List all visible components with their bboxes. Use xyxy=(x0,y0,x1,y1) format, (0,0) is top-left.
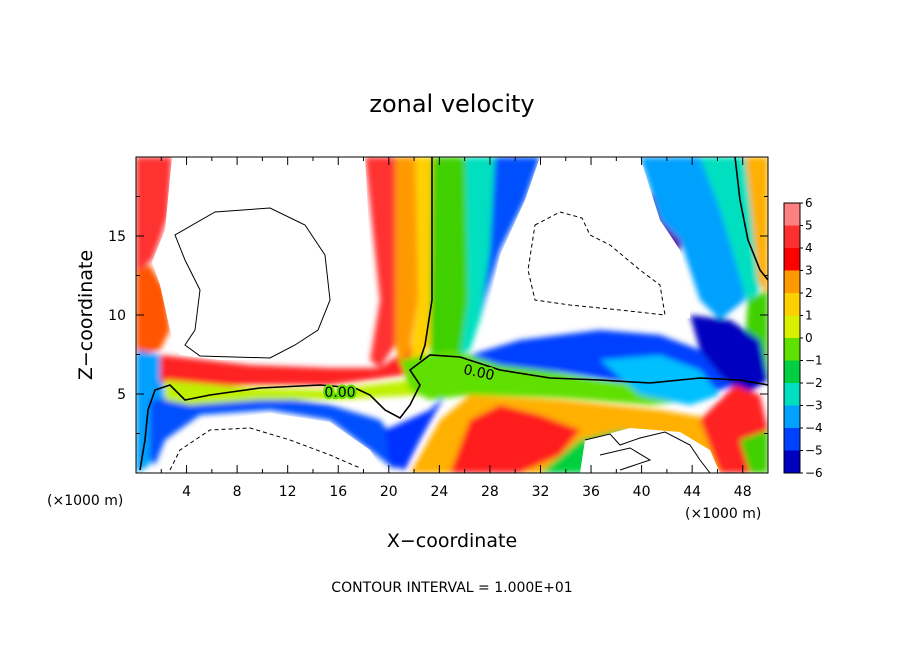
contour-negative-lower xyxy=(169,427,361,471)
chart-title: zonal velocity xyxy=(369,90,534,118)
field-column-yellow xyxy=(410,157,435,365)
colorbar-swatch xyxy=(784,203,800,226)
colorbar-label: 3 xyxy=(805,264,813,278)
colorbar-swatch xyxy=(784,428,800,451)
x-axis: 4 8 12 16 20 24 28 32 36 40 44 48 xyxy=(160,157,752,500)
colorbar-swatch xyxy=(784,315,800,338)
colorbar-label: −1 xyxy=(805,354,823,368)
x-tick-label: 36 xyxy=(582,484,600,500)
x-tick-label: 48 xyxy=(734,484,752,500)
plot-area: 0.00 0.00 xyxy=(136,157,768,473)
y-tick-label: 15 xyxy=(108,229,126,245)
x-axis-label: X−coordinate xyxy=(387,530,517,552)
y-tick-label: 10 xyxy=(108,308,126,324)
white-region-upper-right xyxy=(490,157,690,325)
colorbar-label: 6 xyxy=(805,196,813,210)
contour-right xyxy=(734,157,768,281)
x-unit-label: (×1000 m) xyxy=(685,506,761,522)
contour-positive-lower-right xyxy=(584,431,711,473)
colorbar-swatch xyxy=(784,450,800,473)
field-column-cyan xyxy=(460,157,500,355)
colorbar-swatch xyxy=(784,338,800,361)
field-right-edge-orange xyxy=(745,157,768,300)
x-tick-label: 12 xyxy=(279,484,297,500)
x-tick-label: 20 xyxy=(380,484,398,500)
colorbar-label: −5 xyxy=(805,444,823,458)
colorbar-label: 1 xyxy=(805,309,813,323)
field-mid-yellow xyxy=(165,380,420,405)
field-left-red xyxy=(136,157,172,275)
colorbar-swatch xyxy=(784,293,800,316)
field-right-cyan xyxy=(600,355,720,405)
field-mid-red xyxy=(160,340,420,390)
x-tick-label: 28 xyxy=(481,484,499,500)
x-tick-label: 4 xyxy=(182,484,191,500)
x-tick-label: 8 xyxy=(233,484,242,500)
field-lower-blue xyxy=(385,395,445,470)
x-tick-label: 24 xyxy=(430,484,448,500)
x-tick-label: 40 xyxy=(633,484,651,500)
colorbar-swatch xyxy=(784,270,800,293)
colorbar-label: −3 xyxy=(805,399,823,413)
field-lower-right-green xyxy=(740,430,768,473)
contour-label-1: 0.00 xyxy=(324,385,355,401)
colorbar-swatch xyxy=(784,225,800,248)
contour-lines xyxy=(139,157,768,473)
contour-negative-upper xyxy=(527,211,666,316)
contour-zero-lower xyxy=(139,354,768,471)
colorbar-label: −2 xyxy=(805,376,823,390)
colorbar-swatch xyxy=(784,405,800,428)
field-upper-right-cyan xyxy=(700,157,760,305)
field-column-orange xyxy=(395,157,420,365)
colorbar: 6 5 4 3 2 1 0 −1 −2 −3 −4 −5 −6 xyxy=(783,196,823,480)
contour-positive-lower-right-2 xyxy=(599,447,652,471)
colorbar-label: 0 xyxy=(805,331,813,345)
colorbar-label: 4 xyxy=(805,241,813,255)
contour-interval-footer: CONTOUR INTERVAL = 1.000E+01 xyxy=(331,580,572,596)
x-tick-label: 44 xyxy=(683,484,701,500)
colorbar-label: 5 xyxy=(805,219,813,233)
colorbar-label: −6 xyxy=(805,466,823,480)
contour-zero-column xyxy=(419,157,433,361)
colorbar-swatch xyxy=(784,248,800,271)
field-right-deep-blue xyxy=(690,315,768,395)
field-lower-red xyxy=(450,405,580,473)
y-unit-label: (×1000 m) xyxy=(47,493,123,509)
colorbar-label: 2 xyxy=(805,286,813,300)
field-column-blue xyxy=(480,157,540,320)
white-region-upper-left xyxy=(152,157,372,360)
y-tick-label: 5 xyxy=(117,387,126,403)
colorbar-swatch xyxy=(784,360,800,383)
y-axis-label: Z−coordinate xyxy=(75,250,97,380)
x-tick-label: 32 xyxy=(532,484,550,500)
contour-positive-left xyxy=(174,207,331,359)
colorbar-swatch xyxy=(784,383,800,406)
x-tick-label: 16 xyxy=(329,484,347,500)
field-left-cyan xyxy=(150,395,395,470)
colorbar-label: −4 xyxy=(805,421,823,435)
field-column-green xyxy=(430,157,470,370)
white-region-lower-left xyxy=(165,413,385,473)
y-axis: 5 10 15 xyxy=(108,196,768,434)
